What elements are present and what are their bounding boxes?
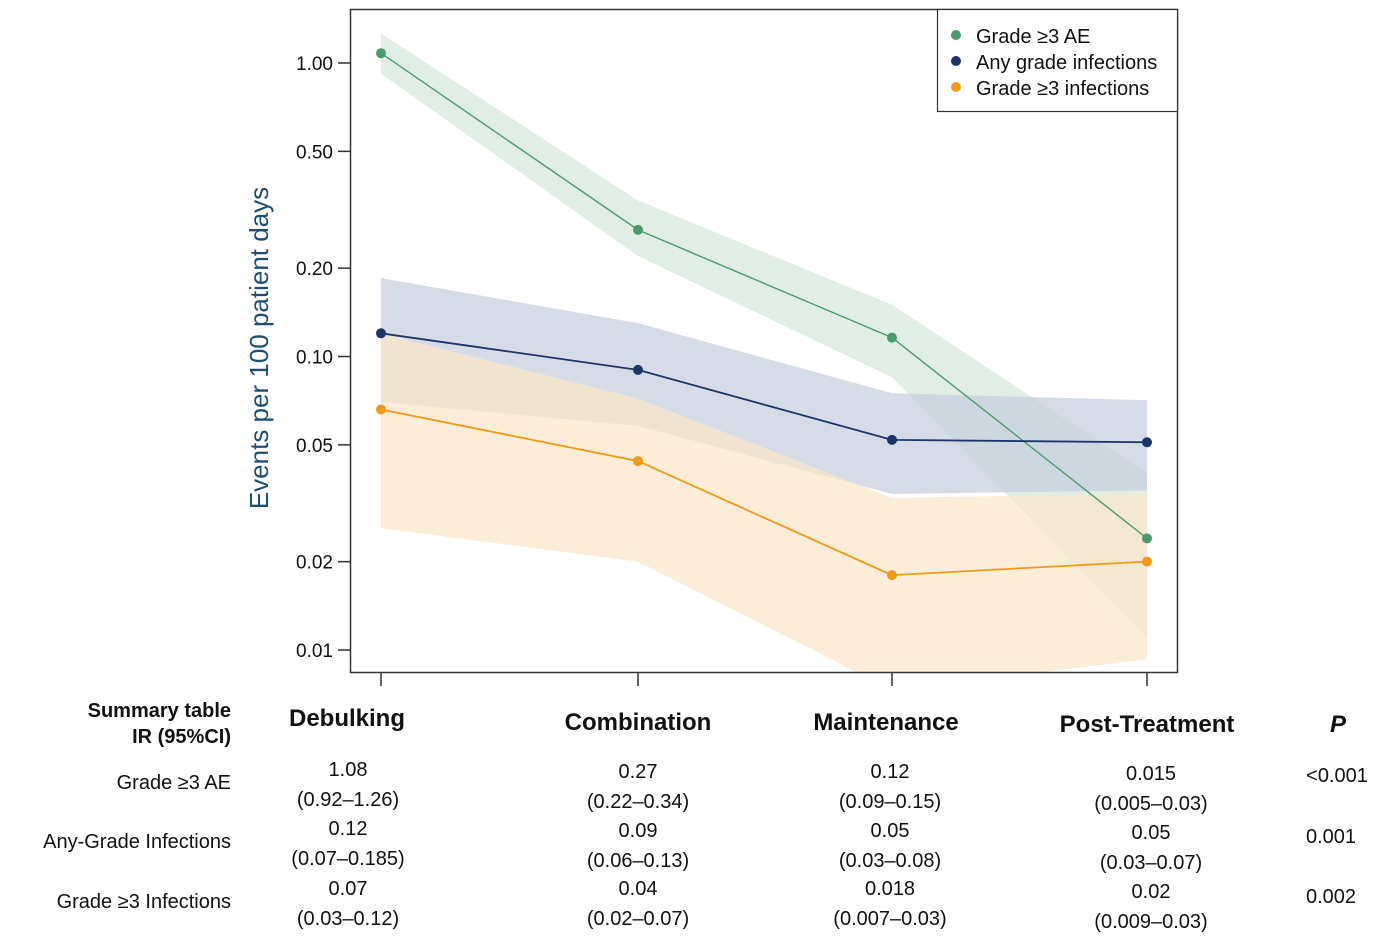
series-lines	[376, 48, 1152, 581]
p-value: 0.001	[1305, 826, 1357, 848]
legend: Grade ≥3 AE Any grade infections Grade ≥3 …	[936, 8, 1179, 113]
table-cell: 0.05 (0.03–0.07)	[1100, 818, 1202, 878]
cell-ci: (0.09–0.15)	[838, 791, 942, 813]
data-point	[633, 364, 643, 375]
cell-value: 0.09	[618, 820, 658, 842]
data-point	[376, 328, 386, 339]
table-cell: 0.07 (0.03–0.12)	[297, 874, 399, 934]
cell-ci: (0.03–0.12)	[296, 908, 400, 930]
table-cell: 0.27 (0.22–0.34)	[587, 757, 689, 817]
cell-value: 1.08	[328, 759, 368, 781]
cell-value: 0.015	[1125, 763, 1177, 785]
col-header-post-treatment: Post-Treatment	[1059, 711, 1235, 738]
legend-marker	[951, 56, 961, 66]
y-tick-label: 1.00	[296, 54, 333, 75]
data-point	[376, 404, 386, 415]
cell-ci: (0.22–0.34)	[586, 791, 690, 813]
cell-ci: (0.005–0.03)	[1094, 793, 1208, 815]
legend-label: Grade ≥3 AE	[976, 26, 1090, 48]
y-tick-label: 0.05	[296, 436, 333, 457]
series-line-1	[380, 332, 1148, 444]
legend-marker	[951, 30, 961, 40]
p-value: 0.002	[1305, 886, 1357, 908]
y-axis: 1.00 0.50 0.20 0.10 0.05 0.02 0.01	[296, 54, 350, 662]
y-tick-label: 0.20	[296, 259, 333, 280]
summary-table-title: Summary table IR (95%CI)	[88, 698, 231, 750]
data-point	[633, 224, 643, 235]
cell-ci: (0.07–0.185)	[291, 848, 405, 870]
cell-value: 0.018	[864, 878, 916, 900]
data-point	[887, 570, 897, 581]
table-cell: 0.02 (0.009–0.03)	[1094, 877, 1207, 937]
data-point	[1142, 556, 1152, 567]
table-cell: 0.05 (0.03–0.08)	[839, 816, 941, 876]
col-header-maintenance: Maintenance	[813, 709, 959, 736]
data-point	[633, 456, 643, 467]
col-header-combination: Combination	[564, 709, 712, 736]
cell-ci: (0.007–0.03)	[833, 908, 947, 930]
legend-marker	[951, 82, 961, 92]
row-label-grade3-infections: Grade ≥3 Infections	[56, 891, 231, 913]
data-point	[887, 332, 897, 343]
incidence-rate-chart: 1.00 0.50 0.20 0.10 0.05 0.02 0.01 Events per …	[244, 8, 1179, 686]
table-cell: 0.015 (0.005–0.03)	[1094, 759, 1207, 819]
y-tick-label: 0.50	[296, 142, 333, 163]
series-line-2	[380, 408, 1148, 577]
cell-value: 0.04	[618, 878, 658, 900]
cell-ci: (0.92–1.26)	[296, 789, 400, 811]
row-label-grade3-ae: Grade ≥3 AE	[116, 772, 231, 794]
y-tick-label: 0.02	[296, 553, 333, 574]
table-cell: 0.04 (0.02–0.07)	[587, 874, 689, 934]
y-tick-label: 0.01	[296, 641, 333, 662]
cell-value: 0.05	[1131, 822, 1171, 844]
x-axis	[380, 673, 1148, 686]
cell-value: 0.27	[618, 761, 658, 783]
col-header-debulking: Debulking	[288, 705, 406, 732]
ci-band-2	[381, 333, 1147, 672]
cell-value: 0.02	[1131, 881, 1171, 903]
data-point	[1142, 533, 1152, 544]
col-header-p-value: P	[1329, 711, 1347, 738]
summary-table-title-line2: IR (95%CI)	[132, 726, 231, 748]
cell-ci: (0.03–0.07)	[1099, 852, 1203, 874]
table-cell: 0.09 (0.06–0.13)	[587, 816, 689, 876]
summary-table-title-line1: Summary table	[87, 700, 231, 722]
table-cell: 0.12 (0.09–0.15)	[839, 757, 941, 817]
p-value: <0.001	[1306, 765, 1368, 787]
cell-ci: (0.02–0.07)	[586, 908, 690, 930]
cell-value: 0.12	[328, 818, 368, 840]
legend-box	[936, 8, 1179, 113]
table-cell: 0.018 (0.007–0.03)	[833, 874, 946, 934]
row-label-any-grade-infections: Any-Grade Infections	[43, 831, 231, 853]
y-tick-label: 0.10	[296, 348, 333, 369]
data-point	[887, 434, 897, 445]
plot-frame	[349, 8, 1179, 674]
cell-value: 0.12	[870, 761, 910, 783]
table-cell: 1.08 (0.92–1.26)	[297, 755, 399, 815]
y-axis-label: Events per 100 patient days	[244, 187, 274, 509]
cell-ci: (0.009–0.03)	[1094, 911, 1208, 933]
table-cell: 0.12 (0.07–0.185)	[291, 814, 404, 874]
cell-ci: (0.06–0.13)	[586, 850, 690, 872]
cell-value: 0.05	[870, 820, 910, 842]
cell-value: 0.07	[328, 878, 368, 900]
legend-label: Grade ≥3 infections	[976, 78, 1149, 100]
series-line-0	[380, 52, 1148, 539]
data-point	[1142, 437, 1152, 448]
legend-label: Any grade infections	[976, 52, 1157, 74]
data-point	[376, 48, 386, 59]
cell-ci: (0.03–0.08)	[838, 850, 942, 872]
